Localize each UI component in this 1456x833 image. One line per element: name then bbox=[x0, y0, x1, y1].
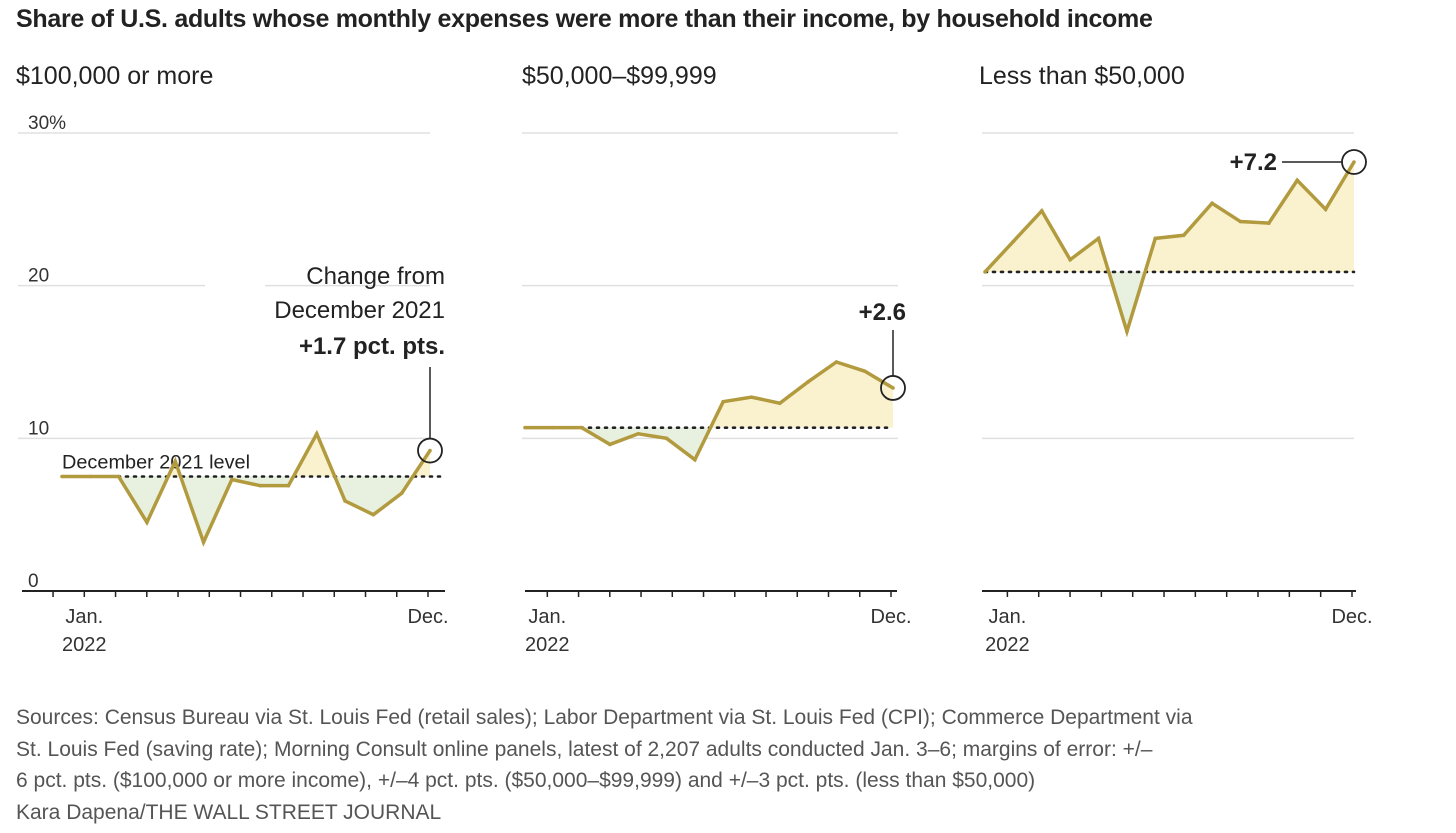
data-point bbox=[1039, 209, 1044, 213]
y-tick-label: 20 bbox=[28, 266, 49, 287]
data-point bbox=[116, 474, 121, 479]
data-point bbox=[579, 425, 584, 430]
data-point bbox=[428, 448, 432, 453]
chart-panel: Less than $50,000 Jan. 2022 Dec. +7.2 bbox=[979, 62, 1373, 656]
y-tick-label: 10 bbox=[28, 418, 49, 439]
data-point bbox=[286, 483, 291, 488]
data-point bbox=[636, 431, 641, 436]
area-below-reference bbox=[62, 476, 413, 543]
annotation-value: +2.6 bbox=[859, 299, 906, 326]
chart-title: Share of U.S. adults whose monthly expen… bbox=[16, 5, 1153, 33]
data-point bbox=[1295, 178, 1300, 183]
y-tick-label: 30% bbox=[28, 113, 66, 134]
x-tick-label: 2022 bbox=[62, 634, 107, 656]
data-point bbox=[777, 401, 782, 406]
credit-line: Kara Dapena/THE WALL STREET JOURNAL bbox=[16, 800, 442, 824]
data-point bbox=[664, 436, 669, 441]
data-point bbox=[201, 540, 206, 544]
annotation-value: +7.2 bbox=[1230, 149, 1277, 176]
data-point bbox=[983, 270, 987, 274]
data-point bbox=[693, 457, 697, 462]
data-point bbox=[1096, 236, 1101, 241]
panel-subtitle: $50,000–$99,999 bbox=[522, 62, 717, 90]
area-above-reference bbox=[985, 162, 1354, 272]
data-point bbox=[230, 477, 234, 482]
x-tick-label: 2022 bbox=[525, 634, 570, 656]
data-point bbox=[1011, 239, 1016, 244]
data-point bbox=[60, 474, 64, 479]
data-point bbox=[1125, 329, 1129, 334]
data-point bbox=[862, 369, 867, 373]
x-tick-label: Dec. bbox=[870, 606, 911, 628]
source-line: Sources: Census Bureau via St. Louis Fed… bbox=[16, 706, 1193, 729]
data-point bbox=[88, 474, 93, 479]
data-point bbox=[1153, 236, 1158, 241]
source-line: 6 pct. pts. ($100,000 or more income), +… bbox=[16, 769, 1036, 792]
data-point bbox=[891, 386, 895, 390]
data-point bbox=[1323, 207, 1328, 212]
x-tick-label: 2022 bbox=[985, 634, 1030, 656]
data-point bbox=[608, 442, 612, 447]
chart-panel: $100,000 or more 0 10 20 30% December 2021 le… bbox=[16, 62, 449, 656]
data-point bbox=[258, 483, 262, 488]
data-point bbox=[145, 520, 149, 525]
reference-label: December 2021 level bbox=[62, 453, 250, 474]
data-point bbox=[314, 431, 319, 436]
data-point bbox=[173, 459, 178, 464]
area-below-reference bbox=[525, 427, 711, 460]
series-line bbox=[983, 161, 1356, 338]
data-point bbox=[806, 380, 810, 384]
panel-subtitle: Less than $50,000 bbox=[979, 62, 1185, 90]
annotation-text: Change from bbox=[306, 263, 445, 290]
series-line bbox=[62, 429, 432, 547]
source-line: St. Louis Fed (saving rate); Morning Con… bbox=[16, 737, 1153, 761]
x-tick-label: Jan. bbox=[65, 606, 103, 628]
area-below-reference bbox=[985, 271, 1146, 332]
data-point bbox=[523, 425, 527, 430]
data-point bbox=[1352, 160, 1356, 164]
chart-panel: $50,000–$99,999 Jan. 2022 Dec. +2.6 bbox=[522, 62, 912, 656]
area-above-reference bbox=[525, 362, 893, 428]
data-point bbox=[834, 360, 839, 364]
data-point bbox=[343, 499, 347, 503]
data-point bbox=[1267, 221, 1271, 225]
annotation-value: +1.7 pct. pts. bbox=[299, 333, 445, 360]
x-tick-label: Dec. bbox=[1331, 606, 1372, 628]
x-tick-label: Dec. bbox=[407, 606, 448, 628]
data-point bbox=[1238, 219, 1243, 224]
panel-subtitle: $100,000 or more bbox=[16, 62, 213, 90]
data-point bbox=[371, 512, 376, 517]
data-point bbox=[551, 425, 556, 430]
chart-area: $100,000 or more 0 10 20 30% December 2021 le… bbox=[16, 62, 1373, 656]
x-tick-label: Jan. bbox=[528, 606, 566, 628]
data-point bbox=[399, 491, 404, 496]
data-point bbox=[1068, 257, 1072, 262]
data-point bbox=[749, 395, 754, 399]
series-line bbox=[525, 360, 894, 463]
annotation-text: December 2021 bbox=[274, 297, 445, 324]
y-tick-label: 0 bbox=[28, 571, 39, 592]
chart-footer: Sources: Census Bureau via St. Louis Fed… bbox=[16, 702, 1416, 828]
data-point bbox=[721, 399, 725, 404]
data-point bbox=[1210, 201, 1214, 206]
x-tick-label: Jan. bbox=[988, 606, 1026, 628]
data-point bbox=[1181, 233, 1186, 238]
